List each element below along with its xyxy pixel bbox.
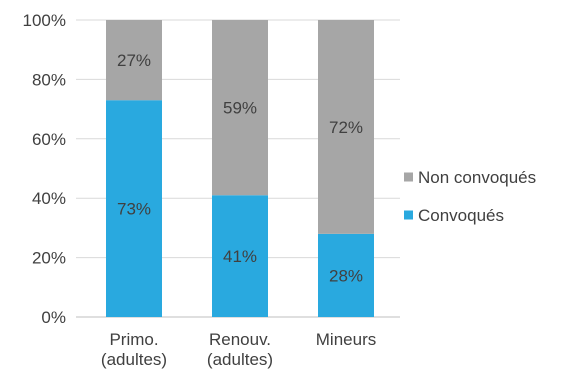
- data-label: 59%: [223, 99, 257, 118]
- x-tick-label: Renouv.: [209, 330, 271, 349]
- data-label: 41%: [223, 247, 257, 266]
- bar-convoqués-0: [106, 100, 162, 317]
- legend-swatch-convoqués: [404, 210, 413, 220]
- bar-non-convoqués-2: [318, 20, 374, 234]
- y-tick-label: 100%: [23, 11, 66, 30]
- x-tick-label: Primo.: [109, 330, 158, 349]
- legend-label: Non convoqués: [418, 168, 536, 187]
- y-tick-label: 20%: [32, 249, 66, 268]
- bars: [106, 20, 374, 317]
- y-tick-label: 60%: [32, 130, 66, 149]
- data-label: 28%: [329, 266, 363, 285]
- x-axis: Primo.(adultes)Renouv.(adultes)Mineurs: [101, 330, 376, 369]
- legend-swatch-non-convoqués: [404, 172, 413, 182]
- y-axis: 0% 20% 40% 60% 80% 100%: [23, 11, 66, 327]
- x-tick-label: (adultes): [101, 350, 167, 369]
- y-tick-label: 80%: [32, 70, 66, 89]
- legend: Non convoqués Convoqués: [404, 168, 536, 225]
- bar-non-convoqués-0: [106, 20, 162, 101]
- legend-label: Convoqués: [418, 206, 504, 225]
- y-tick-label: 0%: [41, 308, 66, 327]
- bar-convoqués-2: [318, 233, 374, 317]
- x-tick-label: Mineurs: [316, 330, 376, 349]
- data-label: 73%: [117, 200, 151, 219]
- bar-non-convoqués-1: [212, 20, 268, 196]
- y-tick-label: 40%: [32, 189, 66, 208]
- data-label: 72%: [329, 118, 363, 137]
- data-label: 27%: [117, 51, 151, 70]
- x-tick-label: (adultes): [207, 350, 273, 369]
- bar-convoqués-1: [212, 195, 268, 317]
- data-labels: 73% 27% 41% 59% 28% 72%: [117, 51, 363, 285]
